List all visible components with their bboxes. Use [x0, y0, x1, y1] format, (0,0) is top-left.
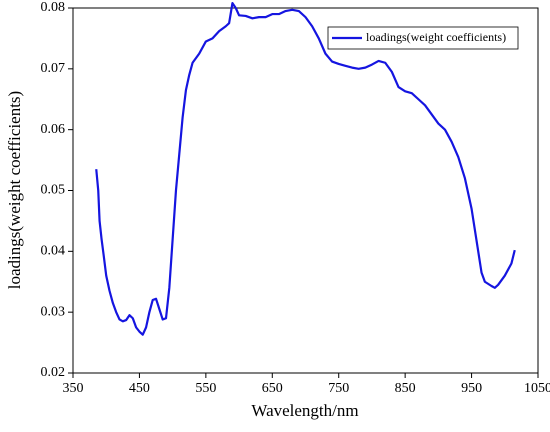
- y-tick-label: 0.03: [41, 304, 66, 319]
- y-tick-label: 0.06: [41, 122, 66, 137]
- data-line: [95, 2, 516, 336]
- x-tick-label: 950: [461, 381, 482, 396]
- legend-label: loadings(weight coefficients): [366, 30, 506, 44]
- y-tick-label: 0.04: [41, 244, 66, 259]
- y-axis-title: loadings(weight coefficients): [5, 91, 24, 289]
- legend-box: [327, 26, 519, 50]
- y-tick-label: 0.08: [41, 0, 66, 15]
- x-tick-label: 650: [262, 381, 283, 396]
- x-tick-label: 1050: [524, 381, 550, 396]
- x-axis-title: Wavelength/nm: [251, 401, 358, 420]
- x-tick-label: 450: [129, 381, 150, 396]
- x-tick-label: 350: [63, 381, 84, 396]
- y-tick-label: 0.07: [41, 61, 66, 76]
- y-tick-label: 0.02: [41, 365, 66, 380]
- x-tick-label: 850: [395, 381, 416, 396]
- x-tick-label: 750: [328, 381, 349, 396]
- x-tick-label: 550: [195, 381, 216, 396]
- y-tick-label: 0.05: [41, 183, 66, 198]
